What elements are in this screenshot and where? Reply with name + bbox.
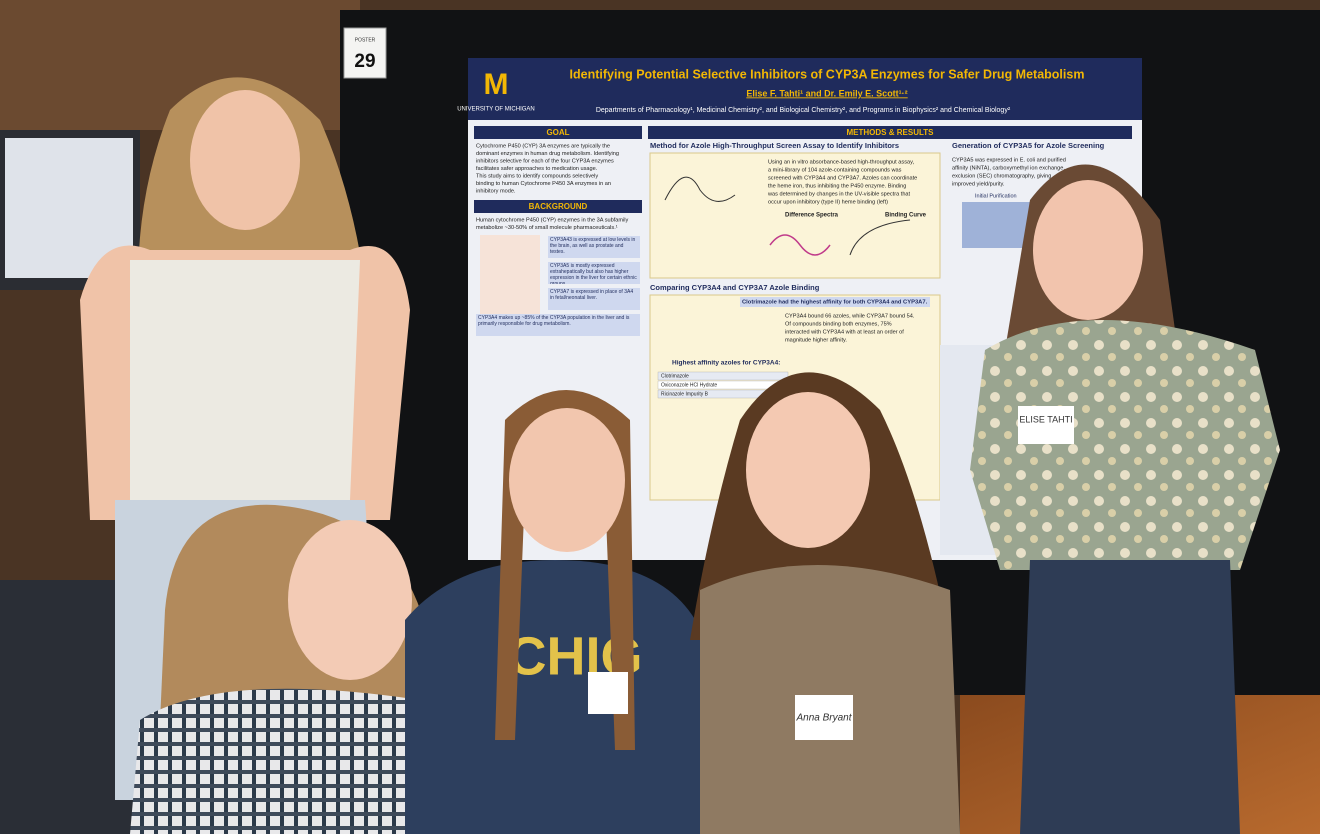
binding-curve-plot [849, 219, 911, 256]
note: Clotrimazole had the highest affinity fo… [742, 300, 928, 306]
section-heading: GOAL [546, 128, 569, 137]
floral-blouse [970, 320, 1280, 570]
info-box-text: CYP3A4 makes up ~85% of the CYP3A popula… [478, 315, 630, 327]
logo-name: UNIVERSITY OF MICHIGAN [457, 107, 535, 113]
poster-title: Identifying Potential Selective Inhibito… [570, 67, 1085, 81]
poster-text-line: the heme iron, thus inhibiting the P450 … [768, 183, 906, 189]
poster-number-label: POSTER [355, 37, 376, 43]
info-box [476, 314, 640, 336]
face [746, 392, 870, 548]
info-box-text: CYP3A43 is expressed at low levels in th… [550, 237, 636, 255]
poster-text-line: interacted with CYP3A4 with at least an … [785, 329, 904, 335]
info-box-text: CYP3A43 is expressed at low levels in th… [550, 237, 636, 255]
info-boxes: CYP3A43 is expressed at low levels in th… [476, 236, 640, 336]
subsection-heading: Comparing CYP3A4 and CYP3A7 Azole Bindin… [650, 283, 820, 292]
section-bar [474, 126, 642, 139]
poster-authors: Elise F. Tahti¹ and Dr. Emily E. Scott¹·… [746, 88, 907, 98]
poster-text-line: magnitude higher affinity. [785, 337, 847, 343]
poster-affiliations: Departments of Pharmacology¹, Medicinal … [596, 107, 1011, 114]
poster-text-line: improved yield/purity. [952, 181, 1005, 187]
poster-text-line: dominant enzymes in human drug metabolis… [476, 151, 619, 157]
gel-image [962, 202, 1032, 248]
table-cell: Ricinazole Impurity B [661, 391, 709, 397]
text-block: CYP3A4 bound 66 azoles, while CYP3A7 bou… [785, 313, 915, 343]
note-bar [740, 297, 930, 307]
poster-text-line: This study aims to identify compounds se… [476, 173, 598, 179]
table-cell: Clotrimazole [661, 373, 689, 379]
method-panel [649, 152, 941, 279]
poster-number: 29 [354, 51, 375, 72]
face [190, 90, 300, 230]
subsection-heading: Method for Azole High-Throughput Screen … [650, 141, 899, 150]
face [288, 520, 412, 680]
navy-skirt [1020, 560, 1240, 834]
poster-text-line: inhibitors selective for each of the fou… [476, 158, 614, 164]
info-box [548, 236, 640, 258]
info-box [548, 288, 640, 310]
info-box-text: CYP3A4 makes up ~85% of the CYP3A popula… [478, 315, 630, 327]
poster-text-line: inhibitory mode. [476, 188, 516, 194]
poster-text-line: Cytochrome P450 (CYP) 3A enzymes are typ… [476, 143, 610, 149]
logo-letter: M [484, 68, 509, 101]
table-cell: Oxiconazole HCl Hydrate [661, 382, 717, 388]
poster-text-line: a mini-library of 104 azole-containing c… [768, 167, 902, 173]
name-tag [1018, 406, 1074, 444]
name-tag-text: ELISE TAHTI [1019, 414, 1072, 424]
crochet-top [130, 260, 360, 500]
name-tag-blank [588, 672, 628, 714]
poster-text-line: Of compounds binding both enzymes, 75% [785, 321, 892, 327]
face [1033, 180, 1143, 320]
navy-tshirt [405, 560, 705, 834]
poster-text-line: CYP3A5 was expressed in E. coli and puri… [952, 157, 1066, 163]
table-row [657, 371, 789, 381]
anatomy-figure [480, 235, 540, 315]
text-block: Using an in vitro absorbance-based high-… [767, 159, 917, 205]
poster-text-line: facilitates safer approaches to medicati… [476, 166, 598, 172]
section-heading: BACKGROUND [529, 202, 588, 211]
panel-title: Difference Spectra [785, 213, 839, 219]
text-block: CYP3A5 was expressed in E. coli and puri… [952, 157, 1066, 187]
poster-text-line: metabolize ~30-50% of small molecule pha… [476, 225, 618, 231]
spectrum-plot [664, 176, 736, 202]
poster-text-line: affinity (NiNTA), carboxymethyl ion exch… [952, 165, 1065, 171]
info-box-text: CYP3A5 is mostly expressed extrahepatica… [550, 263, 637, 284]
poster-text-line: exclusion (SEC) chromatography, giving [952, 173, 1051, 179]
info-box-text: CYP3A5 is mostly expressed extrahepatica… [550, 263, 637, 284]
subsection-heading: Generation of CYP3A5 for Azole Screening [952, 141, 1105, 150]
table: Clotrimazole Oxiconazole HCl Hydrate Ricin… [657, 371, 789, 399]
panel-title: Initial Purification [975, 193, 1017, 199]
poster-text-line: occur upon inhibitory (type II) heme bin… [768, 199, 888, 205]
poster-text-line: Human cytochrome P450 (CYP) enzymes in t… [476, 217, 629, 223]
section-bar [648, 126, 1132, 139]
section-bar [474, 200, 642, 213]
poster-text-line: was determined by changes in the UV-visi… [767, 191, 911, 197]
panel-title: Binding Curve [885, 213, 927, 219]
face [509, 408, 625, 552]
info-box [548, 262, 640, 284]
plaid-shirt [130, 688, 430, 834]
name-tag [795, 695, 853, 740]
poster-text-line: binding to human Cytochrome P450 3A enzy… [476, 181, 611, 187]
text-block: Human cytochrome P450 (CYP) enzymes in t… [476, 217, 629, 231]
info-box-text: CYP3A7 is expressed in place of 3A4 in f… [550, 289, 634, 301]
table-title: Highest affinity azoles for CYP3A4: [672, 360, 780, 367]
poster-text-line: Using an in vitro absorbance-based high-… [768, 159, 914, 165]
difference-spectra-plot [769, 234, 831, 256]
poster-text-line: CYP3A4 bound 66 azoles, while CYP3A7 bou… [785, 313, 915, 319]
people: CHIG Anna Bryant ELISE TAHTI [80, 77, 1280, 834]
poster-number-card [343, 27, 387, 79]
poster-text-line: screened with CYP3A4 and CYP3A7. Azoles … [768, 175, 917, 181]
section-heading: METHODS & RESULTS [847, 128, 935, 137]
text-block: Cytochrome P450 (CYP) 3A enzymes are typ… [476, 143, 619, 194]
info-box-text: CYP3A7 is expressed in place of 3A4 in f… [550, 289, 634, 301]
name-tag-text: Anna Bryant [795, 713, 852, 724]
poster-header [468, 58, 1142, 120]
